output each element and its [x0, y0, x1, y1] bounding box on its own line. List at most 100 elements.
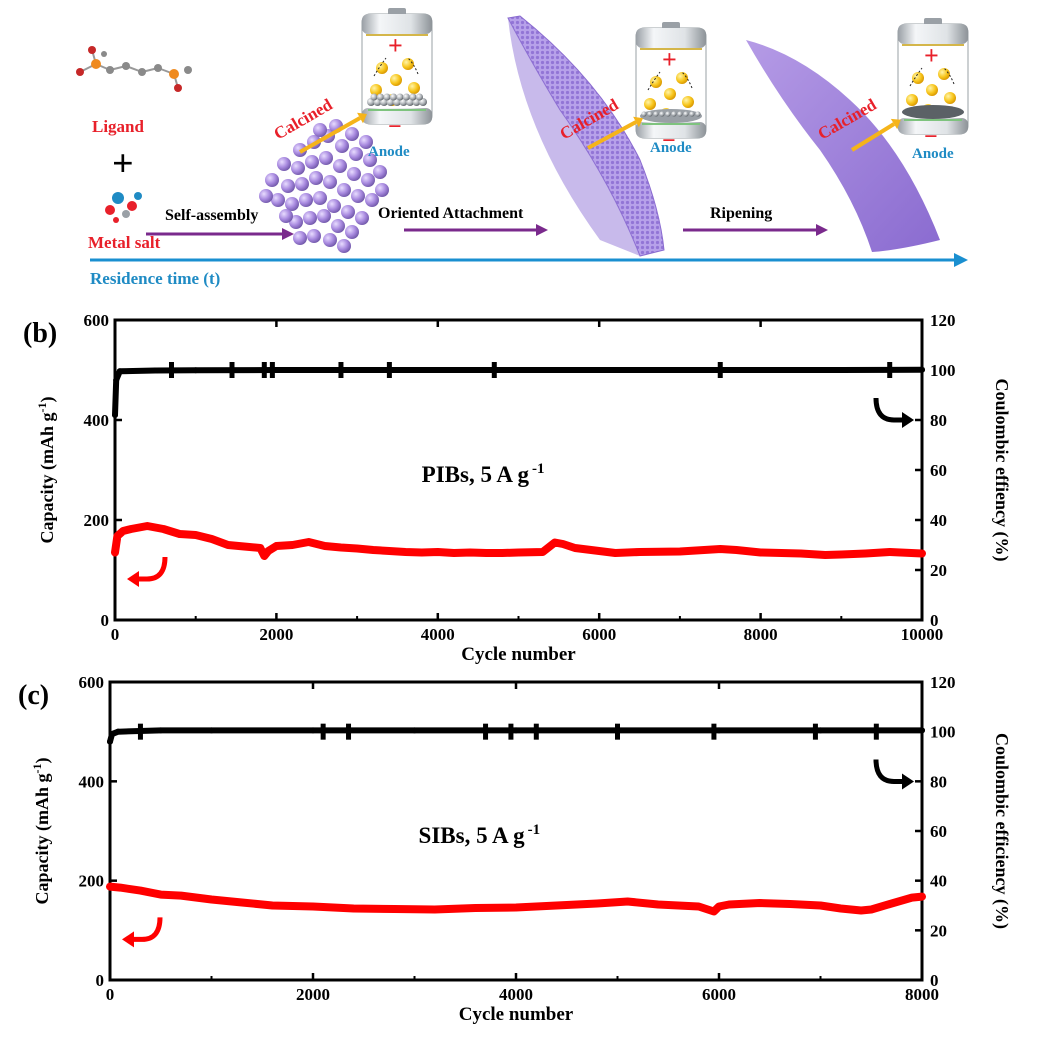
right-axis-arrow-icon: [873, 397, 914, 428]
chart-annotation: PIBs, 5 A g -1: [422, 461, 545, 487]
x-tick-label: 2000: [259, 625, 293, 644]
capacity-point: [908, 894, 916, 902]
capacity-point: [551, 539, 559, 546]
x-tick-label: 2000: [296, 985, 330, 1004]
capacity-point: [515, 549, 522, 556]
y-right-tick-label: 120: [930, 673, 956, 692]
coulombic-efficiency-point: [919, 366, 925, 373]
nanoparticle-icon: [307, 229, 321, 243]
y-left-tick-label: 400: [84, 411, 110, 430]
capacity-point: [369, 546, 377, 554]
ion-icon: [912, 72, 924, 84]
capacity-point: [886, 548, 894, 556]
capacity-point: [434, 548, 442, 556]
nanoparticle-icon: [323, 233, 337, 247]
y-right-tick-label: 120: [930, 311, 956, 330]
capacity-point: [471, 904, 479, 912]
ion-icon: [390, 74, 402, 86]
y-right-axis-label: Coulombic effiency (%): [991, 379, 1012, 562]
panel-label: (c): [18, 680, 49, 711]
y-left-tick-label: 200: [79, 872, 105, 891]
capacity-point: [289, 541, 297, 549]
capacity-point: [817, 902, 824, 909]
ion-icon: [650, 76, 662, 88]
nanoparticle-icon: [303, 211, 317, 225]
capacity-point: [918, 893, 926, 901]
capacity-point: [498, 549, 506, 557]
nanoparticle-icon: [373, 165, 387, 179]
nanoparticle-icon: [361, 173, 375, 187]
capacity-point: [402, 548, 410, 556]
coulombic-efficiency-point: [676, 367, 683, 373]
capacity-point: [654, 901, 662, 909]
capacity-point: [821, 551, 829, 559]
capacity-point: [837, 904, 845, 912]
x-tick-label: 4000: [421, 625, 455, 644]
capacity-point: [797, 550, 805, 557]
ion-icon: [938, 68, 950, 80]
capacity-point: [143, 522, 151, 530]
right-axis-arrow-icon: [873, 759, 914, 790]
capacity-point: [353, 545, 361, 552]
x-axis-label: Cycle number: [459, 1004, 574, 1025]
capacity-point: [116, 884, 124, 892]
capacity-point: [256, 544, 264, 552]
ligand-molecule-icon: [76, 46, 192, 92]
y-right-tick-label: 80: [930, 411, 947, 430]
capacity-point: [624, 898, 632, 906]
capacity-point: [385, 547, 393, 555]
ion-icon: [644, 98, 656, 110]
nanoparticle-icon: [345, 225, 359, 239]
capacity-point: [756, 899, 764, 907]
y-left-axis-label: Capacity (mAh g-1): [35, 397, 58, 544]
x-axis-label: Cycle number: [461, 644, 576, 665]
battery-icon: +−: [361, 8, 433, 140]
residence-time-label: Residence time (t): [90, 269, 220, 288]
nanoparticle-icon: [355, 211, 369, 225]
coulombic-efficiency-point: [513, 727, 519, 734]
y-right-tick-label: 60: [930, 822, 947, 841]
coulombic-efficiency-point: [919, 727, 925, 734]
y-left-tick-label: 600: [84, 311, 110, 330]
capacity-point: [431, 905, 439, 913]
anode-label: Anode: [368, 144, 410, 160]
ligand-label: Ligand: [92, 117, 145, 136]
y-left-tick-label: 200: [84, 511, 110, 530]
battery-plus-sign: +: [388, 31, 403, 60]
battery-plus-sign: +: [662, 45, 677, 74]
ion-icon: [944, 92, 956, 104]
y-left-tick-label: 0: [101, 611, 110, 630]
y-right-tick-label: 20: [930, 921, 947, 940]
nanoparticle-icon: [319, 151, 333, 165]
capacity-point: [119, 527, 127, 535]
y-right-tick-label: 100: [930, 361, 956, 380]
capacity-point: [268, 902, 276, 909]
coulombic-efficiency-point: [107, 738, 113, 745]
battery-plus-sign: +: [924, 41, 939, 70]
ion-icon: [402, 58, 414, 70]
anode-label: Anode: [650, 140, 692, 156]
capacity-point: [757, 549, 765, 556]
capacity-point: [512, 903, 520, 911]
y-right-tick-label: 40: [930, 872, 947, 891]
capacity-point: [113, 532, 121, 540]
ion-icon: [906, 94, 918, 106]
ion-icon: [676, 72, 688, 84]
capacity-point: [918, 550, 926, 557]
coulombic-efficiency-point: [817, 727, 824, 734]
capacity-point: [636, 548, 644, 556]
capacity-point: [611, 549, 619, 557]
capacity-point: [264, 547, 272, 555]
nanoparticle-icon: [271, 193, 285, 207]
capacity-point: [725, 901, 733, 909]
x-tick-label: 0: [106, 985, 115, 1004]
y-left-tick-label: 0: [96, 971, 105, 990]
coulombic-efficiency-point: [116, 368, 123, 375]
capacity-point: [695, 902, 703, 910]
capacity-point: [192, 531, 200, 539]
coulombic-efficiency-point: [310, 727, 316, 734]
capacity-point: [862, 550, 870, 557]
nanoparticle-icon: [345, 127, 359, 141]
coulombic-efficiency-point: [411, 727, 418, 734]
nanoparticle-icon: [359, 135, 373, 149]
